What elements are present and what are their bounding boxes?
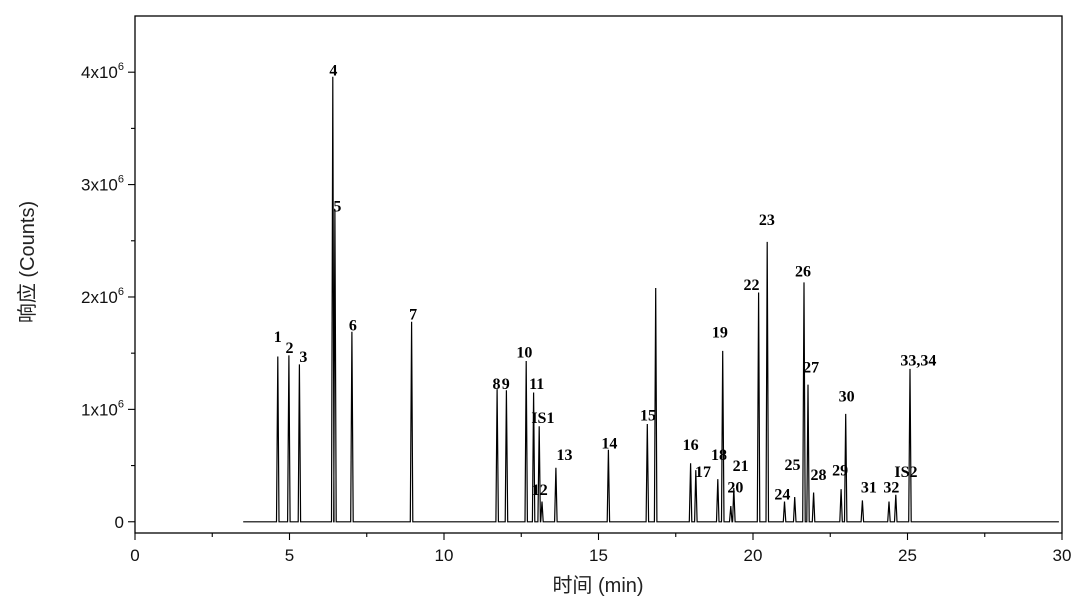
y-tick-label: 0 xyxy=(115,513,124,532)
plot-border xyxy=(134,15,1063,534)
x-axis: 0 5 10 15 20 25 30 xyxy=(130,533,1071,565)
peak-label: 32 xyxy=(883,480,899,497)
peak-label: 31 xyxy=(861,480,877,497)
peak-label: 29 xyxy=(832,463,848,480)
y-tick-exponent: 6 xyxy=(118,174,124,186)
y-tick-label: 2x106 xyxy=(81,286,124,307)
peak-label: 16 xyxy=(683,437,699,454)
x-tick-label: 0 xyxy=(130,546,139,565)
y-tick-label: 3x106 xyxy=(81,174,124,195)
peak-label: 19 xyxy=(712,324,728,341)
peak-label: 20 xyxy=(727,480,743,497)
peak-label: 27 xyxy=(803,359,819,376)
peak-label: 17 xyxy=(695,464,711,481)
peak-label: IS1 xyxy=(531,410,554,427)
plot-frame xyxy=(134,15,1063,534)
y-tick-mantissa: 3x10 xyxy=(81,176,118,195)
x-tick-label: 10 xyxy=(435,546,454,565)
peak-label: 13 xyxy=(557,447,573,464)
peak-label: 22 xyxy=(743,277,759,294)
peak-label: IS2 xyxy=(894,464,917,481)
chromatogram-trace xyxy=(243,76,1059,523)
peak-label: 1 xyxy=(274,329,282,346)
peak-label: 6 xyxy=(349,318,357,335)
peak-label: 14 xyxy=(601,436,617,453)
y-axis-title: 响应 (Counts) xyxy=(16,201,39,323)
peak-label: 15 xyxy=(640,408,656,425)
peak-label: 25 xyxy=(785,457,801,474)
peak-label: 26 xyxy=(795,264,811,281)
peak-label: 9 xyxy=(502,376,510,393)
peak-label: 7 xyxy=(409,306,417,323)
y-tick-mantissa: 0 xyxy=(115,513,124,532)
peak-label: 18 xyxy=(711,447,727,464)
peak-label: 33,34 xyxy=(900,353,936,370)
peak-label: 30 xyxy=(839,389,855,406)
x-tick-label: 30 xyxy=(1053,546,1072,565)
peak-label: 23 xyxy=(759,212,775,229)
peak-label: 11 xyxy=(529,376,544,393)
x-axis-title: 时间 (min) xyxy=(552,574,643,597)
x-tick-label: 25 xyxy=(898,546,917,565)
y-tick-label: 4x106 xyxy=(81,61,124,82)
peak-label: 5 xyxy=(333,199,341,216)
y-tick-mantissa: 2x10 xyxy=(81,288,118,307)
peak-label: 12 xyxy=(532,482,548,499)
y-tick-exponent: 6 xyxy=(118,61,124,73)
peak-label: 28 xyxy=(811,467,827,484)
peak-label: 21 xyxy=(733,458,749,475)
peak-label: 8 xyxy=(493,376,501,393)
x-tick-label: 20 xyxy=(744,546,763,565)
y-tick-exponent: 6 xyxy=(118,398,124,410)
y-tick-mantissa: 4x10 xyxy=(81,63,118,82)
y-tick-label: 1x106 xyxy=(81,398,124,419)
peak-label: 4 xyxy=(329,63,337,80)
y-tick-exponent: 6 xyxy=(118,286,124,298)
peak-label: 24 xyxy=(774,486,790,503)
peak-label: 3 xyxy=(299,349,307,366)
y-tick-mantissa: 1x10 xyxy=(81,400,118,419)
peak-label: 2 xyxy=(286,340,294,357)
peak-label: 10 xyxy=(516,345,532,362)
x-tick-label: 5 xyxy=(285,546,294,565)
x-tick-label: 15 xyxy=(589,546,608,565)
